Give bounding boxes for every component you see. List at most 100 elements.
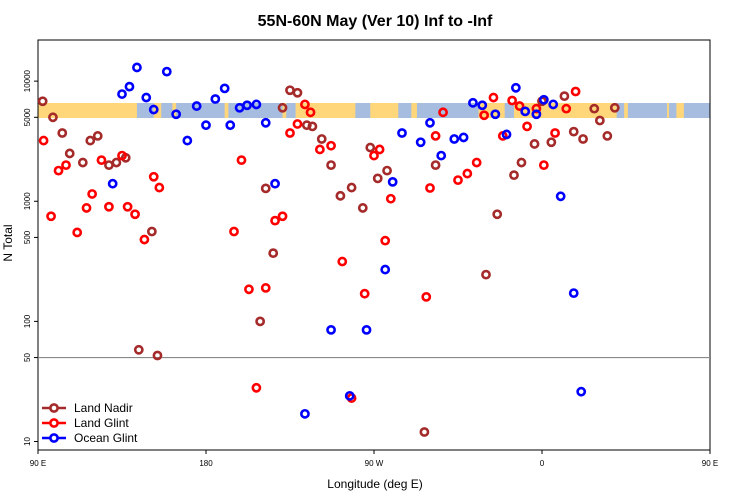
- land-glint-point: [438, 107, 448, 118]
- ocean-glint-point: [141, 92, 152, 103]
- legend-label-land_glint: Land Glint: [74, 416, 129, 430]
- ocean-glint-point: [219, 83, 230, 94]
- plot-border: [37, 39, 711, 451]
- ocean-glint-point: [242, 100, 252, 111]
- ocean-glint-point: [576, 386, 587, 397]
- ocean-glint-point: [210, 94, 221, 104]
- ocean-glint-point: [397, 128, 407, 138]
- ocean-glint-point: [225, 120, 236, 131]
- map-ocean-segment-8: [504, 103, 514, 118]
- land-glint-point: [87, 189, 98, 199]
- land-glint-point: [72, 227, 83, 238]
- ocean-glint-point: [520, 106, 531, 117]
- land-nadir-point: [277, 102, 288, 113]
- land-nadir-point: [430, 160, 441, 171]
- ocean-glint-point: [361, 324, 372, 335]
- land-nadir-point: [64, 148, 75, 159]
- ocean-glint-point: [510, 82, 521, 93]
- land-glint-point: [421, 291, 432, 302]
- map-ocean-segment-4: [286, 103, 296, 118]
- land-nadir-point: [307, 121, 318, 132]
- land-nadir-point: [268, 248, 279, 259]
- ocean-glint-point: [380, 264, 391, 275]
- map-ocean-segment-12: [683, 103, 710, 118]
- legend-label-land_nadir: Land Nadir: [74, 401, 133, 415]
- land-glint-point: [326, 140, 336, 151]
- land-nadir-point: [568, 126, 579, 137]
- land-glint-point: [117, 150, 127, 161]
- land-nadir-point: [589, 103, 600, 114]
- land-nadir-point: [516, 157, 527, 168]
- ocean-glint-point: [490, 109, 501, 120]
- y-tick-label: 1000: [23, 192, 32, 210]
- ocean-glint-point: [415, 137, 426, 148]
- land-nadir-point: [529, 139, 540, 149]
- ocean-glint-point: [436, 150, 447, 161]
- ocean-glint-point: [344, 390, 355, 401]
- land-glint-point: [471, 157, 482, 168]
- ocean-glint-point: [300, 408, 310, 419]
- ocean-glint-point: [326, 324, 336, 335]
- y-tick-label: 50: [23, 353, 32, 362]
- land-glint-point: [46, 211, 56, 222]
- land-nadir-point: [559, 91, 570, 102]
- legend-marker-ocean_glint: [49, 433, 59, 443]
- land-nadir-point: [111, 157, 122, 168]
- land-nadir-point: [509, 170, 519, 181]
- land-nadir-point: [48, 112, 58, 123]
- ocean-glint-point: [201, 120, 211, 131]
- land-nadir-point: [335, 190, 346, 201]
- land-glint-point: [270, 215, 280, 226]
- ocean-glint-point: [548, 99, 559, 110]
- land-glint-point: [425, 183, 435, 193]
- land-nadir-point: [481, 269, 491, 280]
- ocean-glint-point: [124, 81, 135, 92]
- land-nadir-point: [285, 85, 295, 96]
- x-tick-label: 180: [199, 459, 213, 468]
- land-glint-point: [122, 201, 133, 212]
- legend-marker-land_glint: [49, 418, 59, 428]
- y-tick-label: 500: [23, 230, 32, 244]
- land-glint-point: [139, 234, 150, 245]
- land-glint-point: [314, 144, 325, 155]
- land-glint-point: [148, 171, 159, 182]
- ocean-glint-point: [260, 117, 271, 128]
- x-tick-label: 0: [540, 459, 545, 468]
- x-tick-label: 90 W: [365, 459, 384, 468]
- chart-title: 55N-60N May (Ver 10) Inf to -Inf: [258, 13, 493, 30]
- map-ocean-segment-7: [416, 103, 479, 118]
- ocean-glint-point: [468, 97, 478, 108]
- land-nadir-point: [57, 128, 68, 138]
- ocean-glint-point: [501, 129, 512, 140]
- land-nadir-point: [365, 142, 376, 153]
- land-nadir-point: [578, 134, 588, 144]
- ocean-glint-point: [107, 178, 118, 189]
- y-tick-label: 10: [23, 437, 32, 446]
- land-glint-point: [305, 107, 316, 118]
- land-nadir-point: [255, 316, 266, 327]
- y-tick-label: 10000: [23, 69, 32, 92]
- land-glint-point: [507, 95, 518, 106]
- land-glint-point: [380, 235, 391, 246]
- ocean-glint-point: [538, 94, 549, 105]
- ocean-glint-point: [191, 101, 202, 111]
- map-ocean-segment-5: [355, 103, 371, 118]
- land-glint-point: [277, 211, 288, 222]
- land-glint-point: [300, 99, 310, 110]
- land-glint-point: [462, 168, 473, 179]
- map-ocean-segment-11: [668, 103, 677, 118]
- land-nadir-point: [292, 87, 303, 98]
- land-glint-point: [453, 175, 463, 186]
- land-nadir-point: [546, 137, 557, 148]
- ocean-glint-point: [531, 109, 542, 120]
- map-band: [38, 103, 710, 118]
- land-nadir-point: [346, 182, 357, 193]
- land-glint-point: [130, 209, 140, 220]
- land-nadir-point: [492, 209, 503, 220]
- ocean-glint-point: [477, 100, 488, 111]
- land-nadir-point: [85, 135, 96, 146]
- land-glint-point: [104, 201, 114, 212]
- land-glint-point: [514, 101, 525, 111]
- ocean-glint-point: [449, 134, 460, 144]
